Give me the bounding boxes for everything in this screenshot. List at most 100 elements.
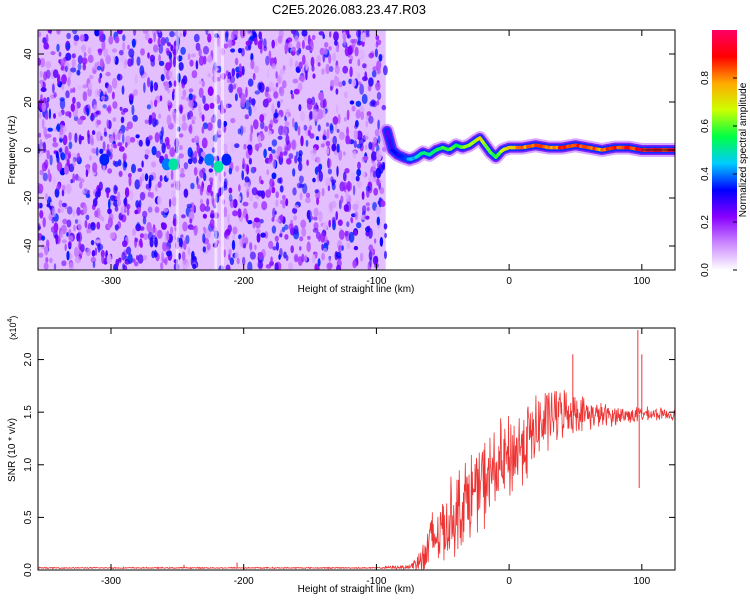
noise-speckle <box>60 152 66 161</box>
noise-speckle <box>62 134 68 146</box>
noise-speckle <box>294 155 298 164</box>
noise-speckle <box>248 106 252 117</box>
noise-speckle <box>209 218 215 230</box>
noise-speckle <box>309 125 312 131</box>
noise-speckle <box>279 68 286 75</box>
noise-speckle <box>361 32 367 43</box>
noise-speckle <box>292 78 299 84</box>
noise-speckle <box>181 95 186 100</box>
noise-speckle <box>292 187 297 196</box>
noise-speckle <box>180 46 186 55</box>
noise-speckle <box>178 153 184 159</box>
noise-speckle <box>317 108 324 120</box>
noise-speckle <box>77 234 81 241</box>
noise-speckle <box>166 114 172 126</box>
noise-speckle <box>232 226 238 235</box>
noise-speckle <box>53 263 57 270</box>
noise-speckle <box>252 72 256 81</box>
noise-speckle <box>87 189 90 195</box>
noise-speckle <box>190 53 196 58</box>
noise-speckle <box>179 55 183 61</box>
noise-speckle <box>250 53 254 62</box>
noise-speckle <box>325 63 330 75</box>
noise-speckle <box>250 59 255 70</box>
noise-speckle <box>87 134 91 145</box>
noise-speckle <box>122 264 128 270</box>
noise-speckle <box>348 137 351 145</box>
noise-speckle <box>199 111 203 119</box>
noise-speckle <box>128 93 135 101</box>
noise-speckle <box>73 34 80 41</box>
noise-speckle <box>57 74 61 85</box>
noise-speckle <box>47 127 53 132</box>
noise-speckle <box>109 148 113 153</box>
noise-speckle <box>314 189 319 194</box>
noise-speckle <box>85 214 90 221</box>
noise-speckle <box>293 253 299 263</box>
noise-speckle <box>231 68 236 77</box>
snr-line <box>38 390 675 570</box>
noise-speckle <box>46 133 52 138</box>
noise-speckle <box>139 191 146 201</box>
noise-speckle <box>72 209 76 217</box>
noise-speckle <box>90 256 97 263</box>
noise-speckle <box>285 255 289 261</box>
spectrogram-x-tick-label: 100 <box>633 276 650 287</box>
noise-speckle <box>82 44 86 53</box>
noise-speckle <box>172 109 177 120</box>
noise-speckle <box>237 208 242 219</box>
noise-speckle <box>249 32 253 37</box>
noise-speckle <box>162 258 167 264</box>
noise-speckle <box>75 255 81 264</box>
noise-speckle <box>265 97 272 103</box>
noise-speckle <box>229 75 236 84</box>
noise-speckle <box>142 73 147 79</box>
noise-speckle <box>154 184 158 192</box>
noise-speckle <box>292 117 295 128</box>
noise-speckle <box>70 103 76 112</box>
noise-speckle <box>202 213 207 219</box>
noise-speckle <box>277 135 283 140</box>
noise-speckle <box>61 84 65 91</box>
noise-speckle <box>170 226 174 235</box>
noise-speckle <box>129 189 134 201</box>
noise-speckle <box>71 152 77 158</box>
noise-speckle <box>153 32 156 43</box>
noise-speckle <box>356 222 362 229</box>
noise-speckle <box>268 81 274 90</box>
noise-speckle <box>86 107 90 117</box>
noise-speckle <box>244 114 249 120</box>
noise-speckle <box>39 202 43 209</box>
noise-speckle <box>333 31 339 41</box>
noise-speckle <box>275 38 278 47</box>
noise-speckle <box>380 200 386 208</box>
noise-speckle <box>43 42 49 50</box>
noise-speckle <box>46 150 50 160</box>
noise-speckle <box>376 100 380 106</box>
noise-speckle <box>46 96 50 103</box>
noise-speckle <box>334 193 339 199</box>
noise-speckle <box>336 165 339 177</box>
noise-speckle <box>356 72 361 80</box>
noise-speckle <box>198 80 203 85</box>
noise-speckle <box>244 163 247 172</box>
noise-speckle <box>273 91 279 99</box>
noise-speckle <box>384 250 387 260</box>
noise-speckle <box>250 124 254 135</box>
noise-speckle <box>61 239 67 244</box>
snr-y-tick-label: 2.0 <box>23 352 34 366</box>
noise-speckle <box>309 111 313 119</box>
noise-speckle <box>265 264 272 269</box>
noise-speckle <box>188 211 195 221</box>
snr-y-tick-label: 0.5 <box>23 510 34 524</box>
noise-speckle <box>326 122 329 127</box>
noise-speckle <box>39 138 43 150</box>
noise-speckle <box>65 111 72 117</box>
noise-speckle <box>343 151 346 156</box>
noise-speckle <box>144 32 150 41</box>
noise-speckle <box>42 172 48 182</box>
snr-scale-label: (x104) <box>7 316 18 340</box>
noise-speckle <box>371 151 377 161</box>
noise-speckle <box>368 244 374 252</box>
